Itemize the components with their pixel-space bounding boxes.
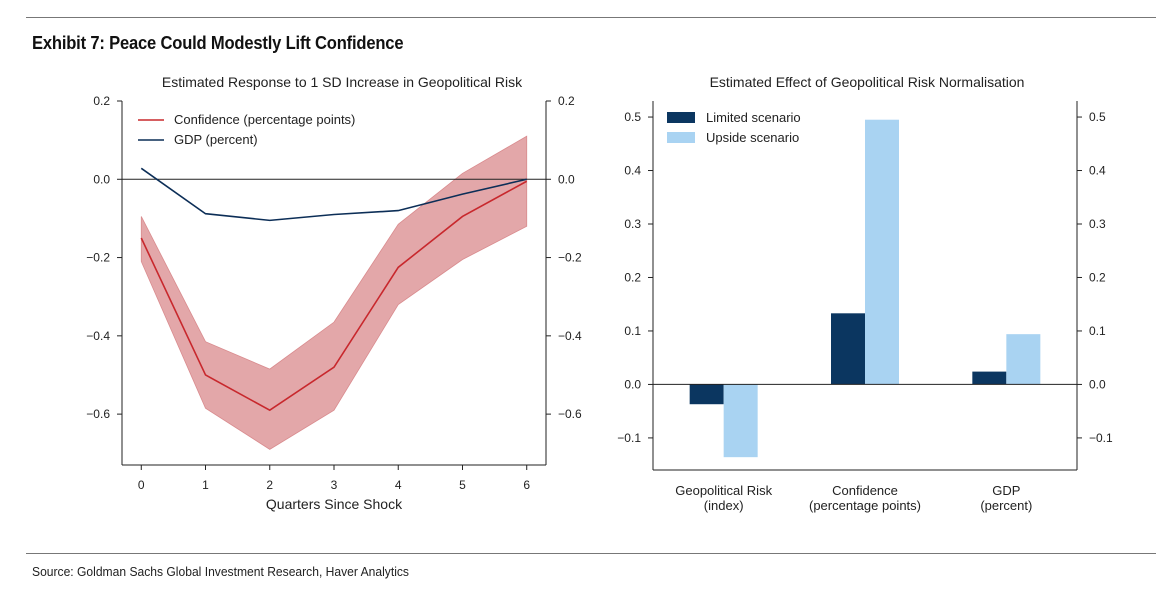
right-y-tick-label: −0.2 <box>558 251 582 265</box>
right-y-tick-label: 0.0 <box>558 172 575 186</box>
exhibit-title: Exhibit 7: Peace Could Modestly Lift Con… <box>32 33 404 53</box>
legend-label: GDP (percent) <box>174 132 258 147</box>
y-tick-label: −0.1 <box>617 431 641 445</box>
top-rule <box>26 17 1156 18</box>
x-tick-label: 3 <box>331 478 338 492</box>
y-tick-label: 0.0 <box>93 172 110 186</box>
series-line-gdp <box>140 167 527 222</box>
bar-upside <box>1006 334 1041 385</box>
x-tick-label: 0 <box>138 478 145 492</box>
x-category-label: GDP <box>992 483 1020 498</box>
bar-limited <box>972 371 1007 385</box>
y-tick-label: 0.0 <box>624 377 641 391</box>
right-y-tick-label: 0.5 <box>1089 110 1106 124</box>
bottom-rule <box>26 553 1156 554</box>
y-tick-label: 0.4 <box>624 164 641 178</box>
right-y-tick-label: −0.4 <box>558 329 582 343</box>
x-tick-label: 2 <box>266 478 273 492</box>
y-tick-label: −0.4 <box>86 329 110 343</box>
left-chart-title: Estimated Response to 1 SD Increase in G… <box>162 74 523 90</box>
x-category-label: Geopolitical Risk <box>675 483 772 498</box>
x-category-label: (index) <box>704 498 744 513</box>
y-tick-label: 0.5 <box>624 110 641 124</box>
right-y-tick-label: −0.1 <box>1089 431 1113 445</box>
confidence-band <box>140 135 528 450</box>
y-tick-label: −0.2 <box>86 251 110 265</box>
bar-upside <box>723 384 758 458</box>
y-tick-label: 0.1 <box>624 324 641 338</box>
legend-swatch <box>667 112 695 123</box>
right-y-tick-label: 0.4 <box>1089 164 1106 178</box>
x-tick-label: 1 <box>202 478 209 492</box>
right-y-tick-label: 0.3 <box>1089 217 1106 231</box>
y-tick-label: 0.2 <box>624 270 641 284</box>
y-tick-label: 0.2 <box>93 94 110 108</box>
x-tick-label: 6 <box>523 478 530 492</box>
right-y-tick-label: 0.2 <box>1089 270 1106 284</box>
x-category-label: (percentage points) <box>809 498 921 513</box>
right-y-tick-label: 0.0 <box>1089 377 1106 391</box>
bar-upside <box>865 119 899 385</box>
y-tick-label: −0.6 <box>86 407 110 421</box>
right-y-tick-label: 0.2 <box>558 94 575 108</box>
source-note: Source: Goldman Sachs Global Investment … <box>32 564 409 579</box>
legend-label: Limited scenario <box>706 110 801 125</box>
right-y-tick-label: −0.6 <box>558 407 582 421</box>
x-category-label: Confidence <box>832 483 898 498</box>
bar-limited <box>831 313 865 385</box>
bar-limited <box>689 384 724 405</box>
x-category-label: (percent) <box>980 498 1032 513</box>
legend-label: Confidence (percentage points) <box>174 112 355 127</box>
right-y-tick-label: 0.1 <box>1089 324 1106 338</box>
y-tick-label: 0.3 <box>624 217 641 231</box>
series-line-confidence <box>140 180 528 412</box>
legend-swatch <box>667 132 695 143</box>
right-chart-title: Estimated Effect of Geopolitical Risk No… <box>710 74 1025 90</box>
x-axis-label: Quarters Since Shock <box>266 496 403 512</box>
legend-label: Upside scenario <box>706 130 799 145</box>
x-tick-label: 4 <box>395 478 402 492</box>
x-tick-label: 5 <box>459 478 466 492</box>
